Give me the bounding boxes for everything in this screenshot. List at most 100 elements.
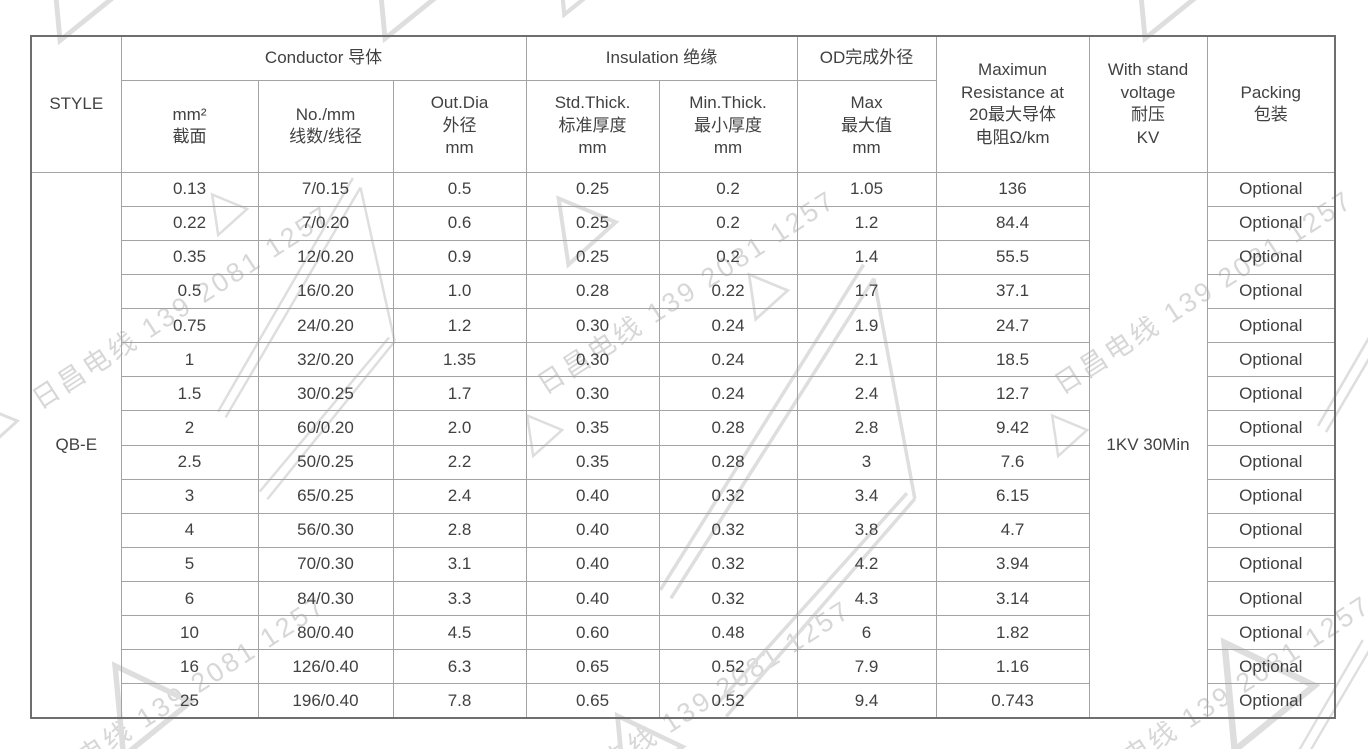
table-cell: 2.8 (796, 410, 937, 446)
header-out-dia: Out.Dia 外径 mm (392, 79, 527, 173)
table-cell: 1.0 (392, 273, 527, 310)
table-cell: 0.24 (658, 376, 798, 412)
table-cell: 7.8 (392, 683, 527, 719)
style-value-cell: QB-E (30, 171, 122, 719)
header-style: STYLE (30, 35, 122, 173)
table-cell: 0.40 (525, 546, 660, 583)
table-cell: 2 (120, 410, 259, 446)
table-cell: 126/0.40 (257, 649, 394, 685)
table-row: QB-E 0.13 7/0.15 0.5 0.25 0.2 1.05 136 1KV 30Min… (30, 171, 1336, 719)
table-cell: 0.2 (658, 239, 798, 275)
table-cell: 84/0.30 (257, 580, 394, 617)
table-cell: 0.32 (658, 478, 798, 514)
table-cell: 0.5 (392, 171, 527, 207)
table-cell: 84.4 (935, 205, 1090, 241)
table-cell: 32/0.20 (257, 342, 394, 378)
table-cell: 10 (120, 615, 259, 651)
table-cell: 80/0.40 (257, 615, 394, 651)
table-cell: 0.40 (525, 580, 660, 617)
table-cell: 0.40 (525, 512, 660, 548)
table-cell: 2.0 (392, 410, 527, 446)
table-cell: 3.14 (935, 580, 1090, 617)
table-cell: 16 (120, 649, 259, 685)
table-cell: 0.30 (525, 376, 660, 412)
table-cell: 7/0.15 (257, 171, 394, 207)
table-cell: 0.24 (658, 307, 798, 344)
table-cell: 50/0.25 (257, 444, 394, 480)
table-cell: 2.2 (392, 444, 527, 480)
table-cell: 16/0.20 (257, 273, 394, 310)
table-cell: 0.30 (525, 307, 660, 344)
table-cell: 4.2 (796, 546, 937, 583)
header-row-subcolumns: mm² 截面 No./mm 线数/线径 Out.Dia 外径 mm Std.Th… (31, 79, 1335, 173)
header-row-groups: STYLE Conductor 导体 Insulation 绝缘 OD完成外径 … (30, 35, 1336, 173)
table-cell: 3.94 (935, 546, 1090, 583)
table-cell: 5 (120, 546, 259, 583)
table-cell: 0.30 (525, 342, 660, 378)
table-cell: 196/0.40 (257, 683, 394, 719)
table-cell: 0.40 (525, 478, 660, 514)
packing-cell: Optional (1206, 546, 1336, 583)
table-cell: 0.22 (120, 205, 259, 241)
header-conductor-group: Conductor 导体 (120, 35, 527, 81)
table-cell: 0.6 (392, 205, 527, 241)
table-cell: 0.22 (658, 273, 798, 310)
table-cell: 136 (935, 171, 1090, 207)
table-cell: 0.2 (658, 171, 798, 207)
packing-cell: Optional (1206, 376, 1336, 412)
packing-cell: Optional (1206, 171, 1336, 207)
table-cell: 1.35 (392, 342, 527, 378)
table-cell: 3.1 (392, 546, 527, 583)
packing-cell: Optional (1206, 205, 1336, 241)
packing-cell: Optional (1206, 273, 1336, 310)
table-cell: 0.52 (658, 649, 798, 685)
table-cell: 65/0.25 (257, 478, 394, 514)
packing-cell: Optional (1206, 615, 1336, 651)
header-max: Max 最大值 mm (796, 79, 937, 173)
table-cell: 0.28 (658, 444, 798, 480)
packing-cell: Optional (1206, 307, 1336, 344)
table-cell: 1.7 (392, 376, 527, 412)
table-cell: 60/0.20 (257, 410, 394, 446)
table-cell: 37.1 (935, 273, 1090, 310)
table-cell: 3.4 (796, 478, 937, 514)
table-cell: 0.32 (658, 580, 798, 617)
table-cell: 1.7 (796, 273, 937, 310)
table-cell: 6.15 (935, 478, 1090, 514)
table-cell: 0.2 (658, 205, 798, 241)
table-cell: 3 (796, 444, 937, 480)
table-cell: 4.3 (796, 580, 937, 617)
table-cell: 0.35 (525, 444, 660, 480)
table-cell: 30/0.25 (257, 376, 394, 412)
voltage-value-cell: 1KV 30Min (1088, 171, 1208, 719)
table-cell: 7/0.20 (257, 205, 394, 241)
table-cell: 3.8 (796, 512, 937, 548)
table-cell: 9.4 (796, 683, 937, 719)
packing-cell: Optional (1206, 444, 1336, 480)
header-voltage: With stand voltage 耐压 KV (1088, 35, 1208, 173)
table-cell: 0.35 (120, 239, 259, 275)
table-cell: 24.7 (935, 307, 1090, 344)
table-cell: 0.5 (120, 273, 259, 310)
table-cell: 56/0.30 (257, 512, 394, 548)
table-cell: 6.3 (392, 649, 527, 685)
table-cell: 0.65 (525, 649, 660, 685)
packing-cell: Optional (1206, 649, 1336, 685)
table-cell: 1.82 (935, 615, 1090, 651)
table-cell: 0.13 (120, 171, 259, 207)
table-cell: 1.2 (796, 205, 937, 241)
table-cell: 2.4 (796, 376, 937, 412)
table-cell: 0.75 (120, 307, 259, 344)
table-cell: 0.52 (658, 683, 798, 719)
header-packing: Packing 包装 (1206, 35, 1336, 173)
packing-cell: Optional (1206, 580, 1336, 617)
packing-cell: Optional (1206, 512, 1336, 548)
header-od-group: OD完成外径 (796, 35, 937, 81)
table-cell: 1.4 (796, 239, 937, 275)
table-cell: 0.28 (658, 410, 798, 446)
table-cell: 3 (120, 478, 259, 514)
table-cell: 25 (120, 683, 259, 719)
table-cell: 1 (120, 342, 259, 378)
table-cell: 3.3 (392, 580, 527, 617)
packing-cell: Optional (1206, 239, 1336, 275)
